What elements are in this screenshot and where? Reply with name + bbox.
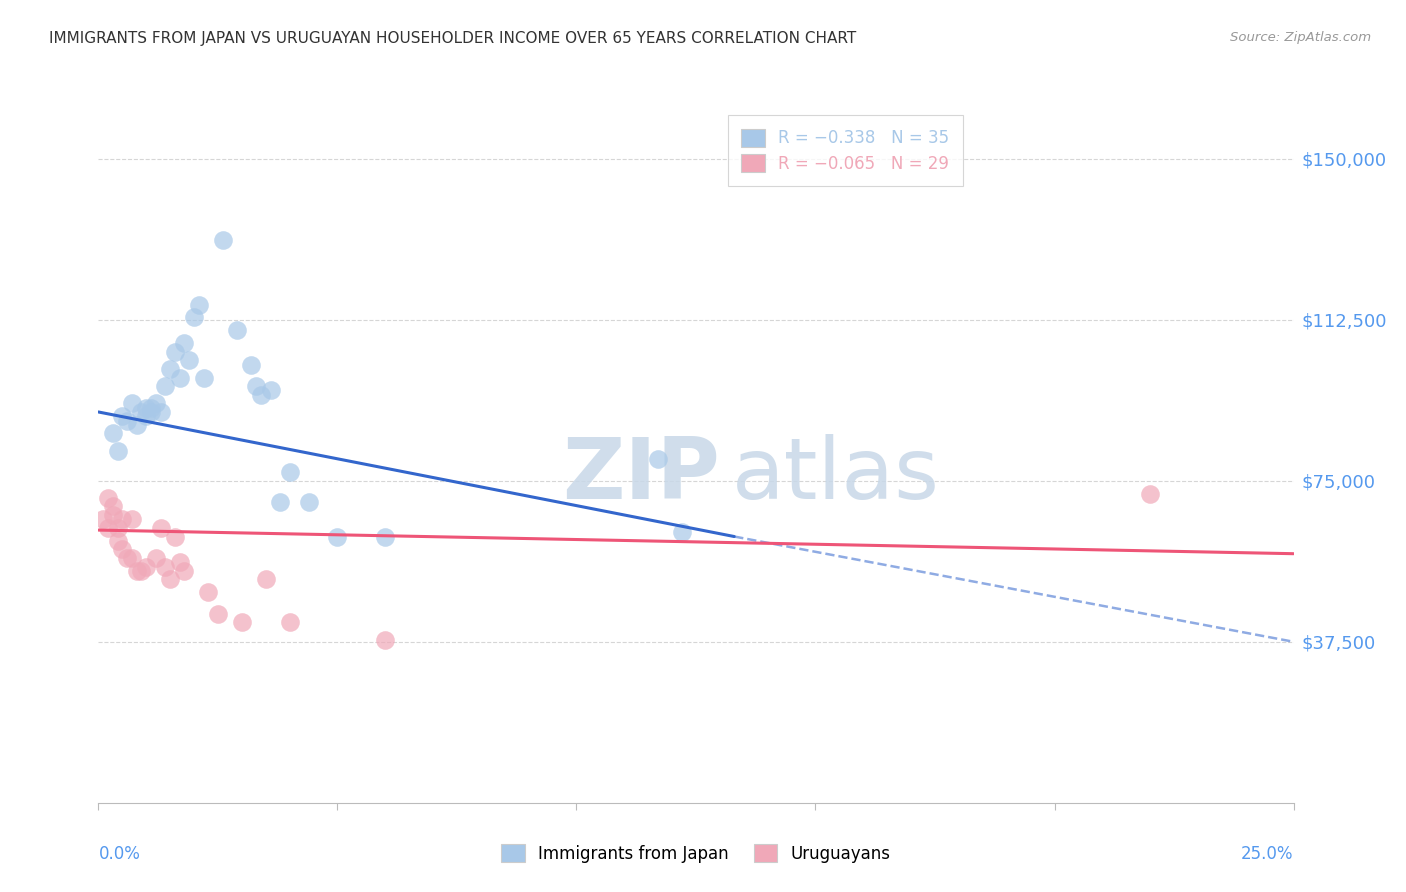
- Point: [226, 323, 249, 337]
- Point: [159, 362, 181, 376]
- Point: [298, 495, 321, 509]
- Point: [101, 426, 124, 441]
- Point: [111, 542, 134, 557]
- Point: [125, 417, 148, 432]
- Point: [211, 233, 233, 247]
- Point: [135, 559, 157, 574]
- Point: [139, 405, 162, 419]
- Point: [101, 508, 124, 522]
- Point: [107, 521, 129, 535]
- Point: [259, 384, 281, 398]
- Point: [139, 401, 162, 415]
- Point: [169, 555, 191, 569]
- Point: [278, 615, 301, 630]
- Point: [125, 564, 148, 578]
- Point: [163, 529, 186, 543]
- Point: [91, 512, 114, 526]
- Point: [671, 525, 693, 540]
- Text: ZIP: ZIP: [562, 434, 720, 517]
- Point: [169, 370, 191, 384]
- Text: Source: ZipAtlas.com: Source: ZipAtlas.com: [1230, 31, 1371, 45]
- Point: [254, 573, 277, 587]
- Point: [131, 405, 153, 419]
- Point: [135, 409, 157, 424]
- Point: [155, 379, 177, 393]
- Point: [245, 379, 267, 393]
- Point: [145, 551, 167, 566]
- Point: [207, 607, 229, 621]
- Point: [159, 573, 181, 587]
- Point: [149, 405, 172, 419]
- Point: [173, 336, 195, 351]
- Point: [269, 495, 291, 509]
- Point: [101, 500, 124, 514]
- Point: [97, 491, 120, 505]
- Point: [240, 358, 263, 372]
- Point: [121, 396, 143, 410]
- Point: [374, 529, 396, 543]
- Point: [231, 615, 253, 630]
- Point: [135, 401, 157, 415]
- Point: [250, 388, 273, 402]
- Point: [149, 521, 172, 535]
- Point: [121, 512, 143, 526]
- Text: atlas: atlas: [733, 434, 939, 517]
- Point: [107, 443, 129, 458]
- Point: [374, 632, 396, 647]
- Point: [197, 585, 219, 599]
- Point: [326, 529, 349, 543]
- Point: [163, 344, 186, 359]
- Point: [183, 310, 205, 325]
- Text: IMMIGRANTS FROM JAPAN VS URUGUAYAN HOUSEHOLDER INCOME OVER 65 YEARS CORRELATION : IMMIGRANTS FROM JAPAN VS URUGUAYAN HOUSE…: [49, 31, 856, 46]
- Point: [173, 564, 195, 578]
- Point: [115, 551, 138, 566]
- Point: [121, 551, 143, 566]
- Point: [278, 465, 301, 479]
- Text: 25.0%: 25.0%: [1241, 845, 1294, 863]
- Point: [179, 353, 201, 368]
- Point: [647, 452, 669, 467]
- Point: [1139, 486, 1161, 500]
- Point: [97, 521, 120, 535]
- Point: [155, 559, 177, 574]
- Point: [145, 396, 167, 410]
- Point: [115, 413, 138, 427]
- Legend: Immigrants from Japan, Uruguayans: Immigrants from Japan, Uruguayans: [494, 836, 898, 871]
- Point: [107, 533, 129, 548]
- Point: [111, 409, 134, 424]
- Point: [131, 564, 153, 578]
- Point: [187, 297, 209, 311]
- Point: [193, 370, 215, 384]
- Point: [111, 512, 134, 526]
- Text: 0.0%: 0.0%: [98, 845, 141, 863]
